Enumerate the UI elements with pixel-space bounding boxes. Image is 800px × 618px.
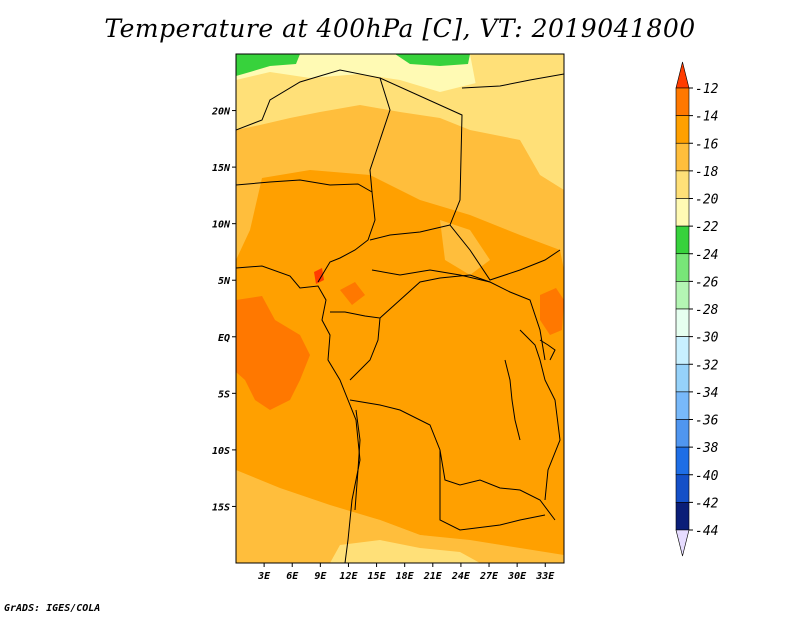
field-north-green-2 xyxy=(395,54,470,66)
legend-swatch xyxy=(675,308,690,337)
legend-swatch xyxy=(675,87,690,116)
lon-tick-label: 33E xyxy=(535,571,555,582)
legend-swatch xyxy=(675,281,690,310)
legend-swatch xyxy=(675,253,690,282)
legend-level-label: -36 xyxy=(695,414,719,429)
legend-swatch xyxy=(675,502,690,531)
legend-level-label: -22 xyxy=(695,220,719,235)
legend-swatch xyxy=(675,446,690,476)
legend-swatch xyxy=(675,419,690,448)
grads-credit: GrADS: IGES/COLA xyxy=(4,603,101,614)
lat-tick-label: 15S xyxy=(212,502,230,513)
legend-level-label: -12 xyxy=(695,82,719,97)
lat-tick-label: 5S xyxy=(218,389,230,400)
legend-swatch xyxy=(675,474,690,503)
legend-swatch xyxy=(675,61,690,89)
lat-tick-label: EQ xyxy=(218,333,230,344)
legend-level-label: -32 xyxy=(695,358,719,373)
legend-swatch xyxy=(675,529,690,557)
legend-level-label: -40 xyxy=(695,469,719,484)
legend-level-label: -14 xyxy=(695,110,718,125)
latitude-axis: 20N 15N 10N 5N EQ 5S 10S 15S xyxy=(211,107,236,513)
legend-level-label: -24 xyxy=(695,248,718,263)
lon-tick-label: 12E xyxy=(339,571,358,582)
legend-level-label: -42 xyxy=(695,496,719,511)
legend-swatch xyxy=(675,115,690,144)
legend-level-label: -30 xyxy=(695,331,719,346)
field-south-light xyxy=(236,470,564,563)
legend-swatch xyxy=(675,170,690,199)
legend-swatch xyxy=(675,336,690,365)
field-warm-east xyxy=(540,288,564,335)
legend-level-label: -38 xyxy=(695,441,719,456)
field-south-pale xyxy=(330,540,480,563)
lon-tick-label: 30E xyxy=(507,571,527,582)
lat-tick-label: 10S xyxy=(212,446,230,457)
contour-fill-layer xyxy=(236,54,564,563)
lon-tick-label: 21E xyxy=(423,571,443,582)
color-legend: -12 -14 -16 -18 -20 -22 -24 -26 -28 -30 -32 -34 -36 -… xyxy=(675,61,719,557)
lon-tick-label: 9E xyxy=(314,571,327,582)
legend-swatch xyxy=(675,142,690,172)
legend-swatch xyxy=(675,225,690,255)
lon-tick-label: 3E xyxy=(257,571,271,582)
field-north-green xyxy=(236,54,300,76)
map-frame xyxy=(235,53,565,564)
legend-level-label: -26 xyxy=(695,275,719,290)
legend-swatch xyxy=(675,391,690,420)
legend-swatch xyxy=(675,198,690,227)
lon-tick-label: 24E xyxy=(451,571,471,582)
longitude-axis: 3E 6E 9E 12E 15E 18E 21E 24E 27E 30E 33E xyxy=(257,563,555,582)
field-warm-coast xyxy=(340,282,365,305)
legend-level-label: -34 xyxy=(695,386,718,401)
lat-tick-label: 5N xyxy=(218,276,231,287)
field-warm-west xyxy=(236,296,310,410)
lon-tick-label: 18E xyxy=(396,571,415,582)
legend-level-label: -28 xyxy=(695,303,719,318)
legend-level-label: -44 xyxy=(695,524,718,539)
lon-tick-label: 27E xyxy=(479,571,499,582)
field-warm-dot xyxy=(314,268,324,284)
lat-tick-label: 20N xyxy=(211,107,231,118)
legend-level-label: -20 xyxy=(695,193,719,208)
legend-level-label: -16 xyxy=(695,137,719,152)
lat-tick-label: 15N xyxy=(212,163,231,174)
country-borders xyxy=(236,69,564,563)
lon-tick-label: 6E xyxy=(286,571,299,582)
map-title: Temperature at 400hPa [C], VT: 201904180… xyxy=(104,14,696,43)
legend-swatch xyxy=(675,363,690,393)
legend-level-label: -18 xyxy=(695,165,719,180)
lat-tick-label: 10N xyxy=(212,220,231,231)
lon-tick-label: 15E xyxy=(368,571,387,582)
